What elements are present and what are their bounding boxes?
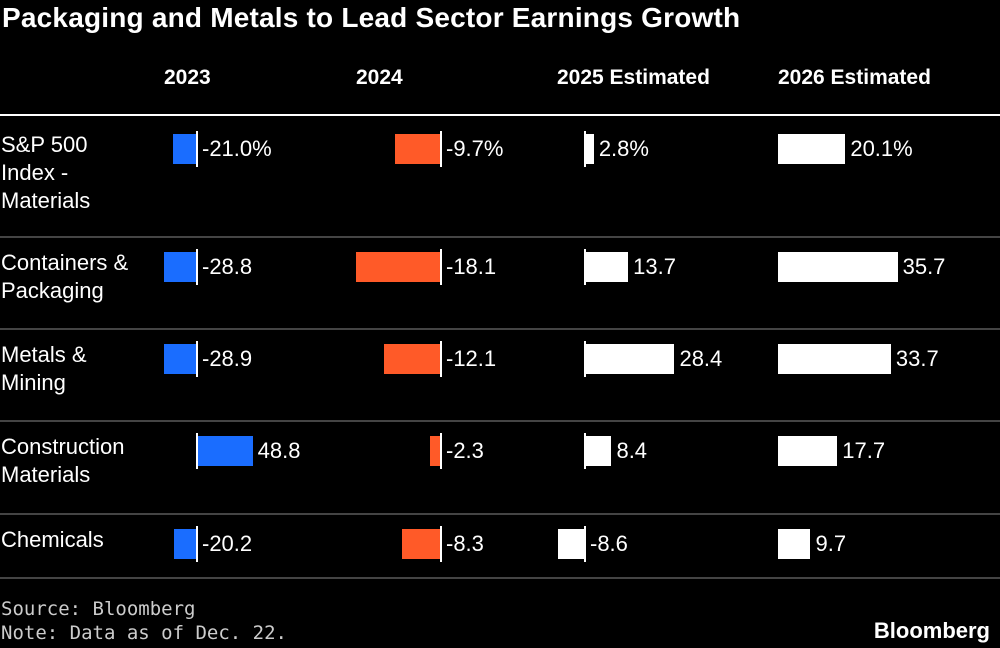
data-label: -8.6	[590, 531, 628, 556]
row-label: Metals & Mining	[1, 341, 87, 397]
zero-axis-line	[440, 433, 442, 469]
zero-axis-line	[440, 341, 442, 377]
data-label: 28.4	[679, 346, 723, 371]
source-note: Source: Bloomberg	[1, 598, 196, 620]
row-label-line: Construction	[1, 434, 125, 459]
data-label: -12.1	[446, 346, 497, 371]
data-label: -20.2	[202, 531, 253, 556]
row-label-line: S&P 500	[1, 132, 88, 157]
data-label: 17.7	[842, 438, 886, 463]
row-label: Construction Materials	[1, 433, 125, 489]
zero-axis-line	[440, 526, 442, 562]
zero-axis-line	[196, 526, 198, 562]
data-label: -2.3	[446, 438, 484, 463]
row-label-line: Chemicals	[1, 527, 104, 552]
bar-2024	[384, 344, 441, 374]
column-header-2024: 2024	[356, 66, 403, 89]
data-label: -21.0%	[202, 136, 272, 161]
header-divider	[0, 114, 1000, 116]
bar-2023	[197, 436, 253, 466]
data-label: -28.8	[202, 254, 253, 279]
row-label: Chemicals	[1, 526, 104, 554]
row-divider	[0, 577, 1000, 579]
data-label: -9.7%	[446, 136, 504, 161]
bar-2026	[778, 436, 838, 466]
bloomberg-logo: Bloomberg	[873, 618, 990, 643]
row-label-line: Containers &	[1, 250, 129, 275]
zero-axis-line	[584, 526, 586, 562]
column-header-2026: 2026 Estimated	[778, 66, 931, 89]
bar-2023	[173, 134, 197, 164]
row-label-line: Mining	[1, 370, 66, 395]
row-label-line: Materials	[1, 462, 91, 487]
data-label: 8.4	[616, 438, 648, 463]
bar-2025	[585, 134, 594, 164]
column-header-2023: 2023	[164, 66, 211, 89]
bar-2026	[778, 252, 898, 282]
bar-2026	[778, 344, 891, 374]
bar-2024	[401, 529, 441, 559]
row-label: Containers & Packaging	[1, 249, 128, 305]
bar-2025	[557, 529, 585, 559]
zero-axis-line	[584, 341, 586, 377]
data-label: -8.3	[446, 531, 484, 556]
data-label: 33.7	[895, 346, 939, 371]
zero-axis-line	[196, 433, 198, 469]
row-label: S&P 500 Index - Materials	[1, 131, 90, 215]
row-divider	[0, 328, 1000, 330]
row-divider	[0, 420, 1000, 422]
chart-title: Packaging and Metals to Lead Sector Earn…	[2, 2, 741, 33]
zero-axis-line	[440, 249, 442, 285]
row-label-line: Packaging	[1, 278, 104, 303]
zero-axis-line	[584, 249, 586, 285]
bar-2025	[585, 436, 612, 466]
bar-2024	[395, 134, 441, 164]
bar-2025	[585, 344, 675, 374]
bar-2025	[585, 252, 629, 282]
data-label: 2.8%	[598, 136, 649, 161]
data-label: 9.7	[815, 531, 847, 556]
row-divider	[0, 236, 1000, 238]
row-label-line: Materials	[1, 188, 91, 213]
zero-axis-line	[196, 341, 198, 377]
bar-2023	[173, 529, 197, 559]
data-label: 20.1%	[850, 136, 913, 161]
row-label-line: Index -	[1, 160, 69, 185]
data-label: 13.7	[633, 254, 676, 279]
zero-axis-line	[196, 249, 198, 285]
bar-2023	[164, 344, 197, 374]
zero-axis-line	[584, 433, 586, 469]
zero-axis-line	[196, 131, 198, 167]
data-label: -18.1	[446, 254, 497, 279]
bar-2026	[778, 134, 846, 164]
data-note: Note: Data as of Dec. 22.	[1, 622, 287, 644]
bar-2023	[164, 252, 197, 282]
data-label: 48.8	[257, 438, 301, 463]
zero-axis-line	[440, 131, 442, 167]
data-label: 35.7	[902, 254, 946, 279]
bar-2024	[430, 436, 441, 466]
row-label-line: Metals &	[1, 342, 87, 367]
data-label: -28.9	[202, 346, 253, 371]
bar-2026	[778, 529, 811, 559]
bar-2024	[355, 252, 441, 282]
column-header-2025: 2025 Estimated	[557, 66, 710, 89]
row-divider	[0, 513, 1000, 515]
zero-axis-line	[584, 131, 586, 167]
